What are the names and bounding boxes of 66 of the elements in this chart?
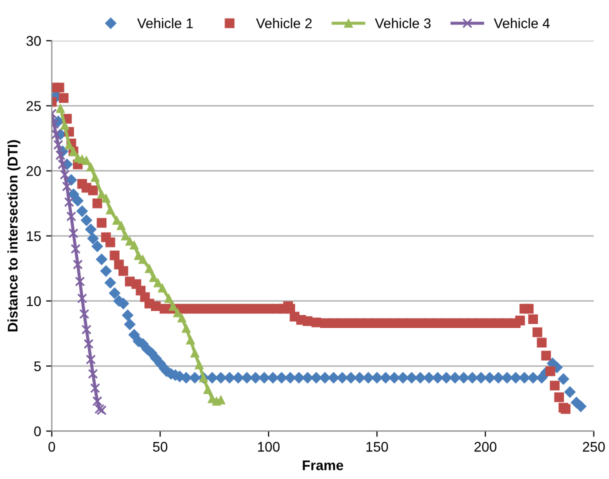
point (186, 335, 196, 345)
point (172, 308, 182, 318)
point (153, 278, 163, 288)
point (116, 220, 126, 230)
point (86, 162, 96, 172)
point (90, 172, 100, 182)
point (70, 244, 81, 254)
point (60, 170, 70, 180)
y-tick-label: 30 (26, 36, 41, 46)
legend-label: Vehicle 1 (137, 18, 193, 28)
x-tick-label: 100 (258, 442, 280, 452)
y-tick-label: 10 (26, 296, 41, 306)
point (72, 260, 83, 270)
point (92, 396, 102, 406)
point (194, 360, 204, 370)
point (55, 150, 66, 160)
point (64, 197, 74, 208)
point (168, 302, 178, 311)
point (112, 216, 122, 225)
y-tick-label: 15 (26, 231, 41, 242)
point (60, 120, 70, 130)
y-tick-label: 0 (34, 426, 41, 436)
x-tick-label: 50 (153, 442, 168, 452)
x-tick-label: 250 (582, 442, 605, 452)
point (203, 384, 212, 394)
point (190, 348, 200, 358)
point (66, 211, 76, 222)
point (84, 338, 94, 349)
point (64, 140, 74, 150)
point (144, 264, 154, 273)
point (106, 205, 115, 214)
legend-label: Vehicle 2 (256, 18, 312, 28)
point (101, 194, 110, 203)
point (68, 228, 78, 238)
legend-label: Vehicle 4 (494, 18, 550, 28)
x-tick-label: 150 (366, 442, 388, 452)
x-tick-label: 200 (474, 442, 496, 452)
point (77, 293, 88, 304)
point (53, 140, 64, 150)
point (94, 404, 104, 414)
point (88, 368, 98, 379)
point (52, 129, 62, 140)
point (56, 104, 65, 113)
point (138, 254, 148, 264)
y-tick-label: 25 (26, 101, 41, 111)
point (86, 354, 96, 365)
x-tick-label: 0 (48, 442, 56, 452)
point (62, 181, 72, 192)
point (158, 283, 167, 292)
x-axis-title: Frame (302, 460, 344, 470)
y-tick-label: 20 (26, 166, 41, 176)
point (120, 231, 130, 240)
point (177, 313, 186, 322)
point (90, 383, 100, 394)
y-axis-title: Distance to intersection (DTI) (7, 140, 20, 332)
point (182, 324, 191, 333)
point (81, 324, 92, 335)
point (74, 276, 85, 286)
legend-label: Vehicle 3 (374, 18, 431, 28)
point (58, 159, 68, 170)
y-tick-label: 5 (34, 362, 41, 372)
point (96, 405, 107, 416)
point (79, 308, 90, 319)
point (130, 240, 139, 250)
point (164, 294, 174, 303)
point (82, 156, 91, 165)
